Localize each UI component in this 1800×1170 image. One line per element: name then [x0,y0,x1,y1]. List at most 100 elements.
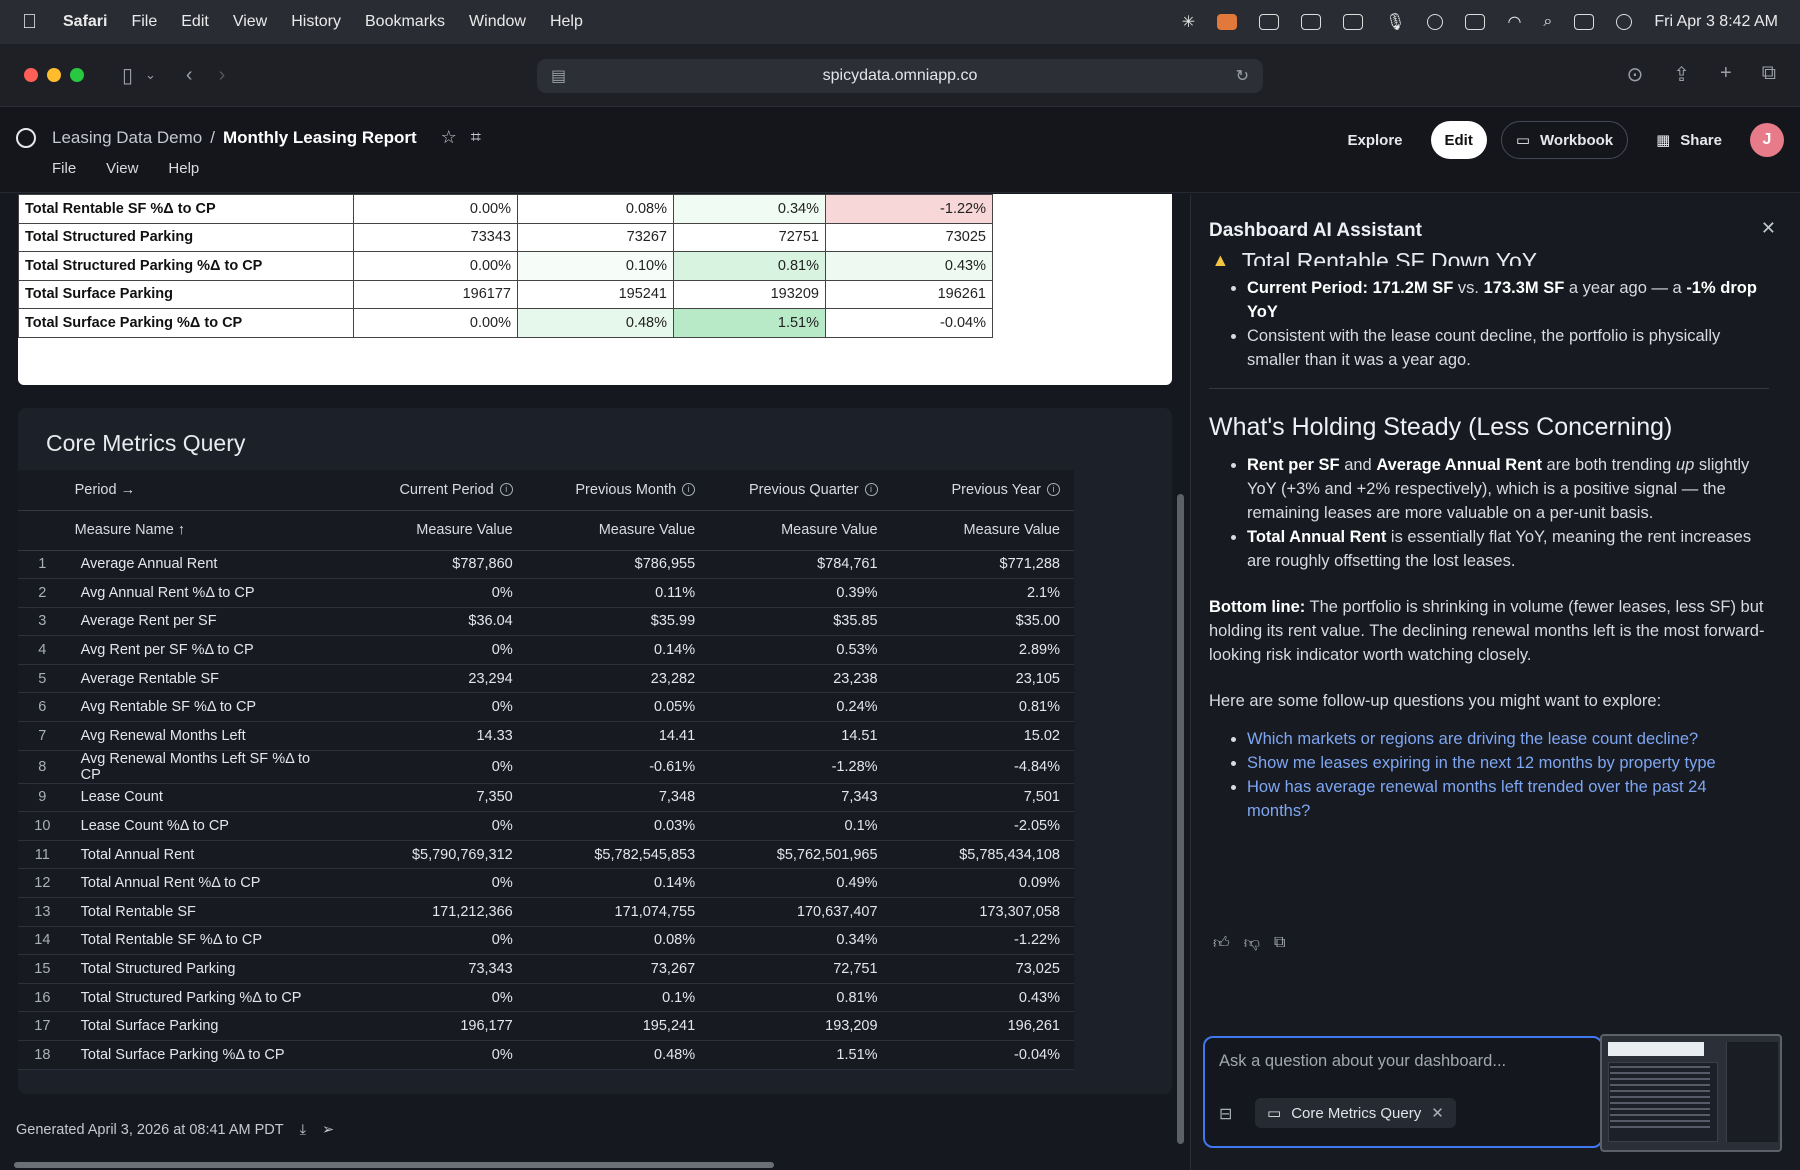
explore-button[interactable]: Explore [1347,131,1403,149]
page-menu-icon[interactable]: ▤ [551,68,567,85]
reload-icon[interactable]: ↻ [1235,68,1249,85]
app-menu-file[interactable]: File [52,160,77,177]
table-row[interactable]: 1 Average Annual Rent $787,860 $786,955 $784… [18,550,1074,580]
chevron-down-icon[interactable]: ⌄ [145,67,156,82]
copy-icon[interactable]: ⧉ [1273,934,1286,951]
tag-icon[interactable]: ⌗ [470,127,481,147]
menu-window[interactable]: Window [454,13,526,30]
followup-link[interactable]: Show me leases expiring in the next 12 m… [1247,751,1769,775]
measure-value-header[interactable]: Measure Value [526,510,710,551]
info-icon[interactable]: i [499,483,513,497]
table-row[interactable]: 12 Total Annual Rent %Δ to CP 0% 0.14% 0.49%… [18,868,1074,899]
share-icon[interactable]: ⇪ [1673,64,1691,86]
screenshot-thumbnail[interactable] [1600,1034,1782,1152]
period-previous-year[interactable]: Previous Year i [891,470,1074,511]
vertical-scrollbar[interactable] [1177,494,1184,1144]
table-row[interactable]: 14 Total Rentable SF %Δ to CP 0% 0.08% 0.34%… [18,926,1074,956]
downloads-icon[interactable]: ⊙ [1626,64,1644,86]
table-row[interactable]: 5 Average Rentable SF 23,294 23,282 23,238 23… [18,664,1074,694]
menu-bookmarks[interactable]: Bookmarks [350,13,445,30]
menu-help[interactable]: Help [534,13,583,30]
microphone-icon[interactable]: 🎙 [1385,14,1406,31]
table-row[interactable]: 13 Total Rentable SF 171,212,366 171,074,75… [18,897,1074,927]
sparkle-icon[interactable]: ✳ [1181,14,1196,31]
back-icon[interactable]: ‹ [185,63,193,86]
menu-app-name[interactable]: Safari [48,13,107,30]
wifi-icon[interactable]: ◠ [1507,14,1522,31]
info-icon[interactable]: i [1047,483,1060,497]
menu-file[interactable]: File [116,13,157,30]
control-center-icon[interactable] [1574,14,1595,30]
measure-value-header[interactable]: Measure Value [891,510,1074,551]
app-menu-view[interactable]: View [106,160,139,177]
followup-link-text[interactable]: How has average renewal months left tren… [1247,778,1707,820]
zoom-window-button[interactable] [70,68,84,82]
battery-icon[interactable] [1465,14,1486,30]
forward-icon[interactable]: › [218,63,226,86]
address-bar[interactable]: ▤ spicydata.omniapp.co ↻ [537,59,1263,93]
close-icon[interactable]: ✕ [1760,218,1776,238]
office-icon[interactable] [1217,14,1238,30]
menubar-clock[interactable]: Fri Apr 3 8:42 AM [1654,13,1778,30]
period-current[interactable]: Current Period i [340,470,527,511]
thumbs-up-icon[interactable]: 👍︎ [1213,935,1230,952]
info-icon[interactable]: i [682,483,696,497]
horizontal-scrollbar[interactable] [14,1162,774,1168]
chat-input-box[interactable]: Ask a question about your dashboard... ⊟… [1203,1036,1603,1148]
menu-history[interactable]: History [276,13,341,30]
measure-name-header[interactable]: Measure Name ↑ [66,510,341,551]
period-previous-month[interactable]: Previous Month i [526,470,710,511]
table-row[interactable]: 8 Avg Renewal Months Left SF %Δ to CP 0% -0… [18,750,1074,784]
chat-input[interactable]: Ask a question about your dashboard... [1219,1052,1507,1070]
download-icon[interactable]: ⤓ [299,1122,307,1138]
spotlight-search-icon[interactable]: ⌕ [1543,13,1553,30]
thumbs-down-icon[interactable]: 👎︎ [1243,935,1260,952]
table-row[interactable]: 2 Avg Annual Rent %Δ to CP 0% 0.11% 0.39% 2.1… [18,578,1074,608]
table-row[interactable]: 17 Total Surface Parking 196,177 195,241 193… [18,1011,1074,1041]
breadcrumb-parent[interactable]: Leasing Data Demo [52,127,203,147]
siri-icon[interactable] [1616,14,1633,30]
app-menu-help[interactable]: Help [168,160,200,177]
apple-icon[interactable]:  [22,11,37,34]
avatar[interactable]: J [1750,123,1784,157]
table-row[interactable]: 6 Avg Rentable SF %Δ to CP 0% 0.05% 0.24% 0.8… [18,692,1074,723]
share-button[interactable]: ▦ Share [1642,121,1736,159]
table-row[interactable]: 7 Avg Renewal Months Left 14.33 14.41 14.51 1… [18,721,1074,751]
minimize-window-button[interactable] [47,68,61,82]
send-icon[interactable]: ➢ [322,1122,335,1138]
menu-edit[interactable]: Edit [166,13,209,30]
workbook-button[interactable]: ▭ Workbook [1500,121,1629,159]
table-row[interactable]: 4 Avg Rent per SF %Δ to CP 0% 0.14% 0.53% 2.8… [18,635,1074,665]
url-text[interactable]: spicydata.omniapp.co [822,67,978,84]
omni-logo-icon[interactable] [16,128,36,148]
teams-icon[interactable] [1301,14,1322,30]
table-row[interactable]: 18 Total Surface Parking %Δ to CP 0% 0.48% 1… [18,1040,1074,1070]
close-window-button[interactable] [24,68,38,82]
sidebar-toggle-icon[interactable]: ▯ [122,64,134,87]
table-row[interactable]: 11 Total Annual Rent $5,790,769,312 $5,782,… [18,840,1074,870]
menu-view[interactable]: View [217,13,267,30]
screen-mirror-icon[interactable] [1343,14,1364,30]
user-icon[interactable] [1427,14,1444,30]
outlook-icon[interactable] [1259,14,1280,30]
period-previous-quarter[interactable]: Previous Quarter i [709,470,892,511]
table-row[interactable]: 3 Average Rent per SF $36.04 $35.99 $35.85 $3… [18,607,1074,637]
followup-link[interactable]: How has average renewal months left tren… [1247,775,1769,823]
page-title[interactable]: Monthly Leasing Report [223,127,417,147]
table-row[interactable]: 15 Total Structured Parking 73,343 73,267 72… [18,954,1074,984]
measure-value-header[interactable]: Measure Value [709,510,892,551]
context-icon[interactable]: ⊟ [1219,1106,1233,1123]
edit-button[interactable]: Edit [1430,121,1487,159]
new-tab-icon[interactable]: + [1720,62,1732,84]
followup-link-text[interactable]: Which markets or regions are driving the… [1247,730,1699,748]
table-row[interactable]: 10 Lease Count %Δ to CP 0% 0.03% 0.1% -2.05% [18,811,1074,841]
star-icon[interactable]: ☆ [440,127,457,147]
measure-value-header[interactable]: Measure Value [340,510,527,551]
info-icon[interactable]: i [864,483,878,497]
tab-overview-icon[interactable]: ⧉ [1761,62,1776,84]
context-chip[interactable]: ▭ Core Metrics Query ✕ [1255,1098,1456,1128]
chip-remove-icon[interactable]: ✕ [1431,1105,1444,1122]
followup-link-text[interactable]: Show me leases expiring in the next 12 m… [1247,754,1716,772]
table-row[interactable]: 9 Lease Count 7,350 7,348 7,343 7,501 [18,783,1074,813]
table-row[interactable]: 16 Total Structured Parking %Δ to CP 0% 0.1… [18,983,1074,1013]
